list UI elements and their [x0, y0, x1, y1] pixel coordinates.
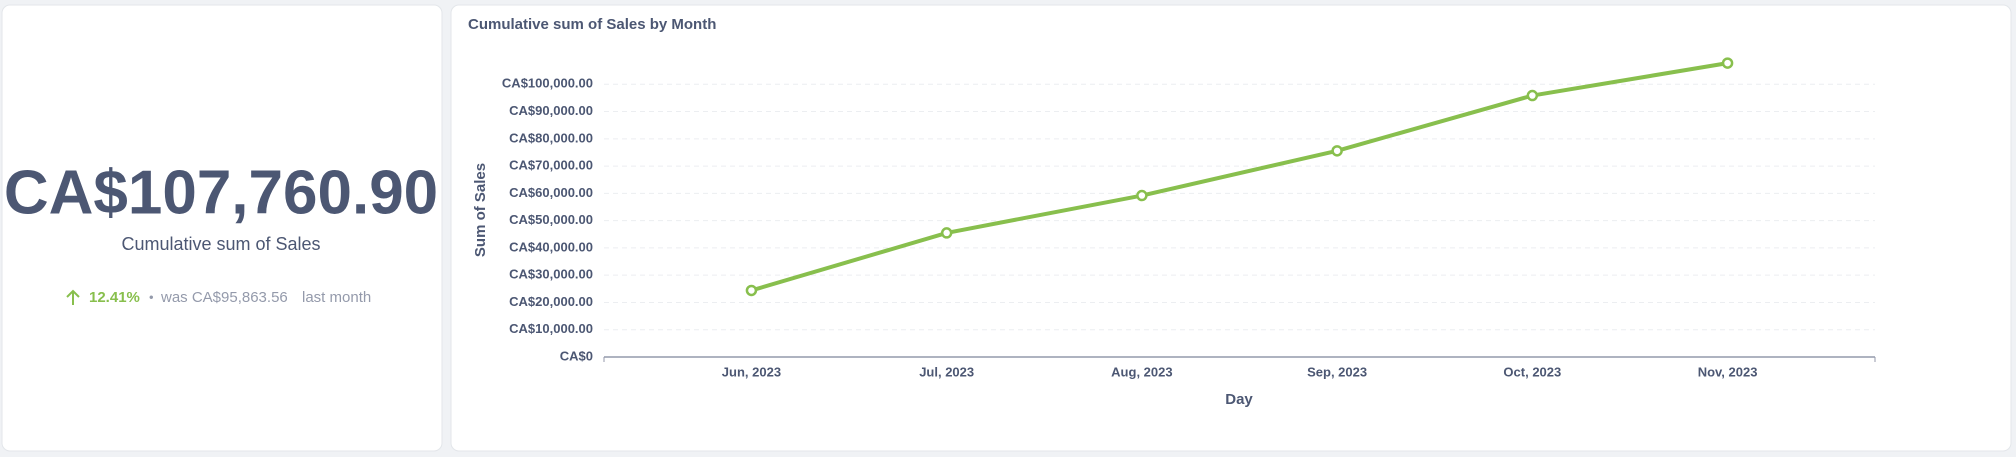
y-tick-label: CA$20,000.00 [509, 294, 593, 309]
y-tick-label: CA$10,000.00 [509, 321, 593, 336]
y-tick-label: CA$80,000.00 [509, 130, 593, 145]
kpi-value: CA$107,760.90 [4, 158, 438, 227]
point [745, 284, 758, 297]
x-axis-title: Day [1225, 391, 1253, 408]
chart-card [450, 4, 2012, 452]
point [1331, 145, 1343, 157]
kpi-period: last month [302, 289, 371, 306]
y-tick-label: CA$60,000.00 [509, 185, 593, 200]
kpi-comparison: was CA$95,863.56 [160, 289, 288, 306]
x-tick-label: Nov, 2023 [1698, 364, 1758, 379]
y-tick-label: CA$40,000.00 [509, 239, 593, 254]
y-tick-label: CA$100,000.00 [502, 76, 593, 91]
separator: • [149, 289, 154, 304]
point [1526, 89, 1539, 102]
kpi-card [1, 4, 443, 452]
y-tick-label: CA$0 [560, 348, 593, 363]
point [940, 227, 953, 239]
x-tick-label: Jun, 2023 [722, 364, 781, 379]
up-arrow [66, 289, 80, 305]
x-tick-label: Jul, 2023 [919, 364, 974, 379]
kpi-label: Cumulative sum of Sales [121, 234, 320, 254]
y-tick-label: CA$90,000.00 [509, 103, 593, 118]
kpi-change-value: 12.41% [89, 289, 140, 306]
y-tick-label: CA$70,000.00 [509, 158, 593, 173]
y-tick-label: CA$30,000.00 [509, 267, 593, 282]
y-axis-title: Sum of Sales [472, 163, 489, 257]
x-tick-label: Oct, 2023 [1503, 364, 1561, 379]
chart-title: Cumulative sum of Sales by Month [468, 16, 716, 33]
kpi-change: 12.41% • was CA$95,863.56 last month [66, 289, 371, 306]
point [1136, 189, 1148, 202]
y-tick-label: CA$50,000.00 [509, 212, 593, 227]
line [750, 61, 1728, 293]
x-tick-label: Sep, 2023 [1307, 364, 1367, 379]
point [1721, 57, 1734, 69]
x-tick-label: Aug, 2023 [1111, 364, 1172, 379]
